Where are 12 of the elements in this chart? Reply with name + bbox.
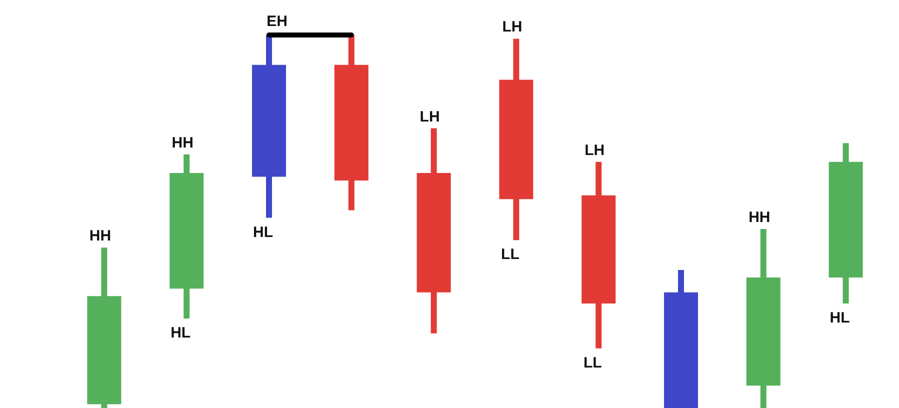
annotation: HL bbox=[830, 310, 850, 327]
annotation: HH bbox=[89, 228, 112, 245]
annotation: LH bbox=[584, 142, 605, 159]
annotation: LH bbox=[420, 108, 440, 126]
annotation: HH bbox=[748, 208, 770, 226]
annotation: LL bbox=[501, 246, 520, 264]
annotation: LL bbox=[583, 354, 602, 372]
annotation: EH bbox=[266, 13, 288, 30]
annotation: HH bbox=[172, 134, 194, 152]
annotation: HL bbox=[253, 224, 273, 241]
annotation: HL bbox=[170, 324, 191, 342]
annotation: LH bbox=[502, 18, 522, 36]
